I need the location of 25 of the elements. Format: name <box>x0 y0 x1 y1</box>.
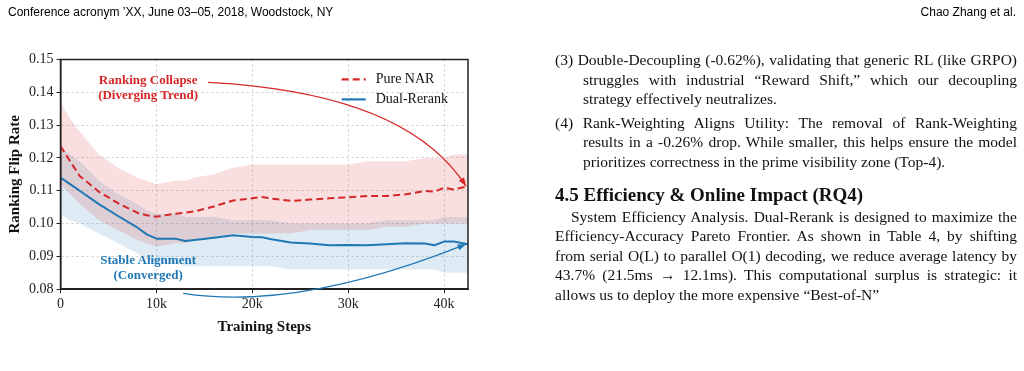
y-tick-label: 0.11 <box>29 182 54 198</box>
x-axis-title: Training Steps <box>217 317 312 334</box>
legend-label: Dual-Rerank <box>375 91 449 107</box>
text: (4) Rank-Weighting Aligns Utility: The removal of Rank-Weighting results in a -0.26% drop. While smaller, this helps ensure the model prioritizes correctness in the prime visibility zone (Top-4). <box>555 112 1017 171</box>
y-tick-label: 0.15 <box>29 51 54 67</box>
text: Chao Zhang et al. <box>920 5 1016 19</box>
y-tick-label: 0.14 <box>29 83 54 99</box>
y-tick-label: 0.10 <box>29 215 54 231</box>
text: Conference acronym ’XX, June 03–05, 2018, Woodstock, NY <box>8 5 334 19</box>
text: 4.5 Efficiency & Online Impact (RQ4) <box>555 184 865 205</box>
text: System Efficiency Analysis. Dual-Rerank is designed to maximize the Efficiency-Accuracy Pareto Frontier. As shown in Table 4, by shifting from serial O(L) to parallel O(1) decoding, we reduce average latency by 43.7% (21.5ms → 12.1ms). This computational surplus is strategic: it allows us to deploy the more expensive “Best-of-N” <box>555 206 1017 304</box>
annotation: Stable Alignment (Converged) <box>100 251 197 282</box>
x-tick-label: 20k <box>241 296 263 312</box>
x-tick-label: 40k <box>433 296 455 312</box>
x-tick-label: 0 <box>57 296 64 312</box>
y-tick-label: 0.09 <box>29 248 54 264</box>
annotation: Ranking Collapse (Diverging Trend) <box>98 71 199 102</box>
x-tick-label: 10k <box>145 296 167 312</box>
y-tick-label: 0.08 <box>29 280 54 296</box>
x-tick-label: 30k <box>337 296 359 312</box>
y-axis-title: Ranking Flip Rate <box>5 114 22 234</box>
y-tick-label: 0.12 <box>29 149 54 165</box>
text: (3) Double-Decoupling (-0.62%), validating that generic RL (like GRPO) struggles with industrial “Reward Shift,” which our decoupling strategy effectively neutralizes. <box>555 50 1017 109</box>
y-tick-label: 0.13 <box>29 116 54 132</box>
legend-label: Pure NAR <box>375 71 436 87</box>
